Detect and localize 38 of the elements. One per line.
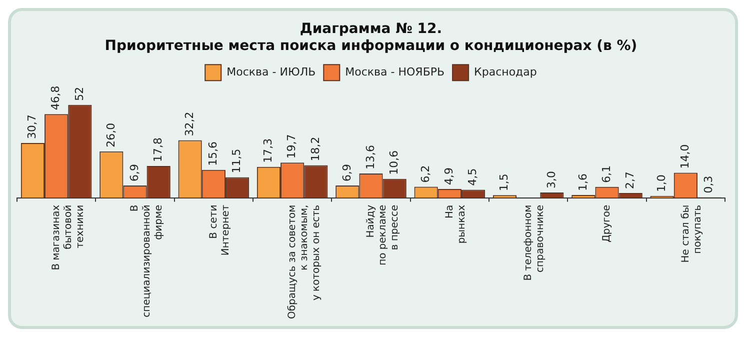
data-label: 4,5 (466, 168, 480, 186)
x-tick-label: Не стал бы покупать (680, 204, 704, 263)
data-label: 17,3 (262, 138, 275, 163)
data-label: 19,7 (285, 134, 298, 159)
data-label: 13,6 (364, 145, 377, 170)
data-label: 6,9 (128, 164, 141, 182)
data-label: 1,5 (498, 174, 511, 192)
data-label: 18,2 (308, 136, 322, 162)
legend-label: Москва - ИЮЛЬ (226, 65, 316, 78)
data-label: 46,8 (49, 86, 62, 110)
data-label: 15,6 (206, 141, 220, 166)
x-tick-label: В специализированной фирме (130, 204, 165, 318)
chart-title: Диаграмма № 12. Приоритетные места поиска информации о кондиционерах (в %) (104, 21, 638, 54)
data-label: 32,2 (182, 112, 196, 136)
data-label: 52 (72, 86, 86, 101)
data-label: 10,6 (387, 150, 400, 175)
legend-label: Краснодар (474, 65, 537, 78)
data-label: 6,2 (418, 165, 432, 183)
data-label: 17,8 (151, 138, 164, 162)
data-label: 26,0 (104, 122, 118, 148)
data-label: 11,5 (230, 148, 244, 174)
data-label: 6,1 (600, 165, 613, 183)
x-tick-label: В сети Интернет (208, 204, 232, 256)
data-label: 0,3 (702, 176, 716, 194)
x-tick-label: Найду по рекламе в прессе (366, 204, 401, 266)
x-tick-label: На рынках (444, 204, 468, 244)
x-tick-label: В магазинах бытовой техники (50, 204, 86, 270)
legend-label: Москва - НОЯБРЬ (345, 65, 445, 78)
data-label: 4,9 (442, 168, 456, 186)
data-label: 3,0 (544, 170, 558, 188)
data-label: 2,7 (623, 171, 636, 189)
data-label: 6,9 (340, 164, 354, 182)
data-label: 1,0 (654, 174, 668, 192)
data-label: 30,7 (26, 114, 39, 139)
data-label: 14,0 (678, 144, 692, 169)
data-label: 1,6 (576, 173, 590, 191)
x-tick-label: Другое (602, 204, 613, 242)
x-tick-label: Обращусь за советом к знакомым, у которых он есть (286, 204, 322, 320)
